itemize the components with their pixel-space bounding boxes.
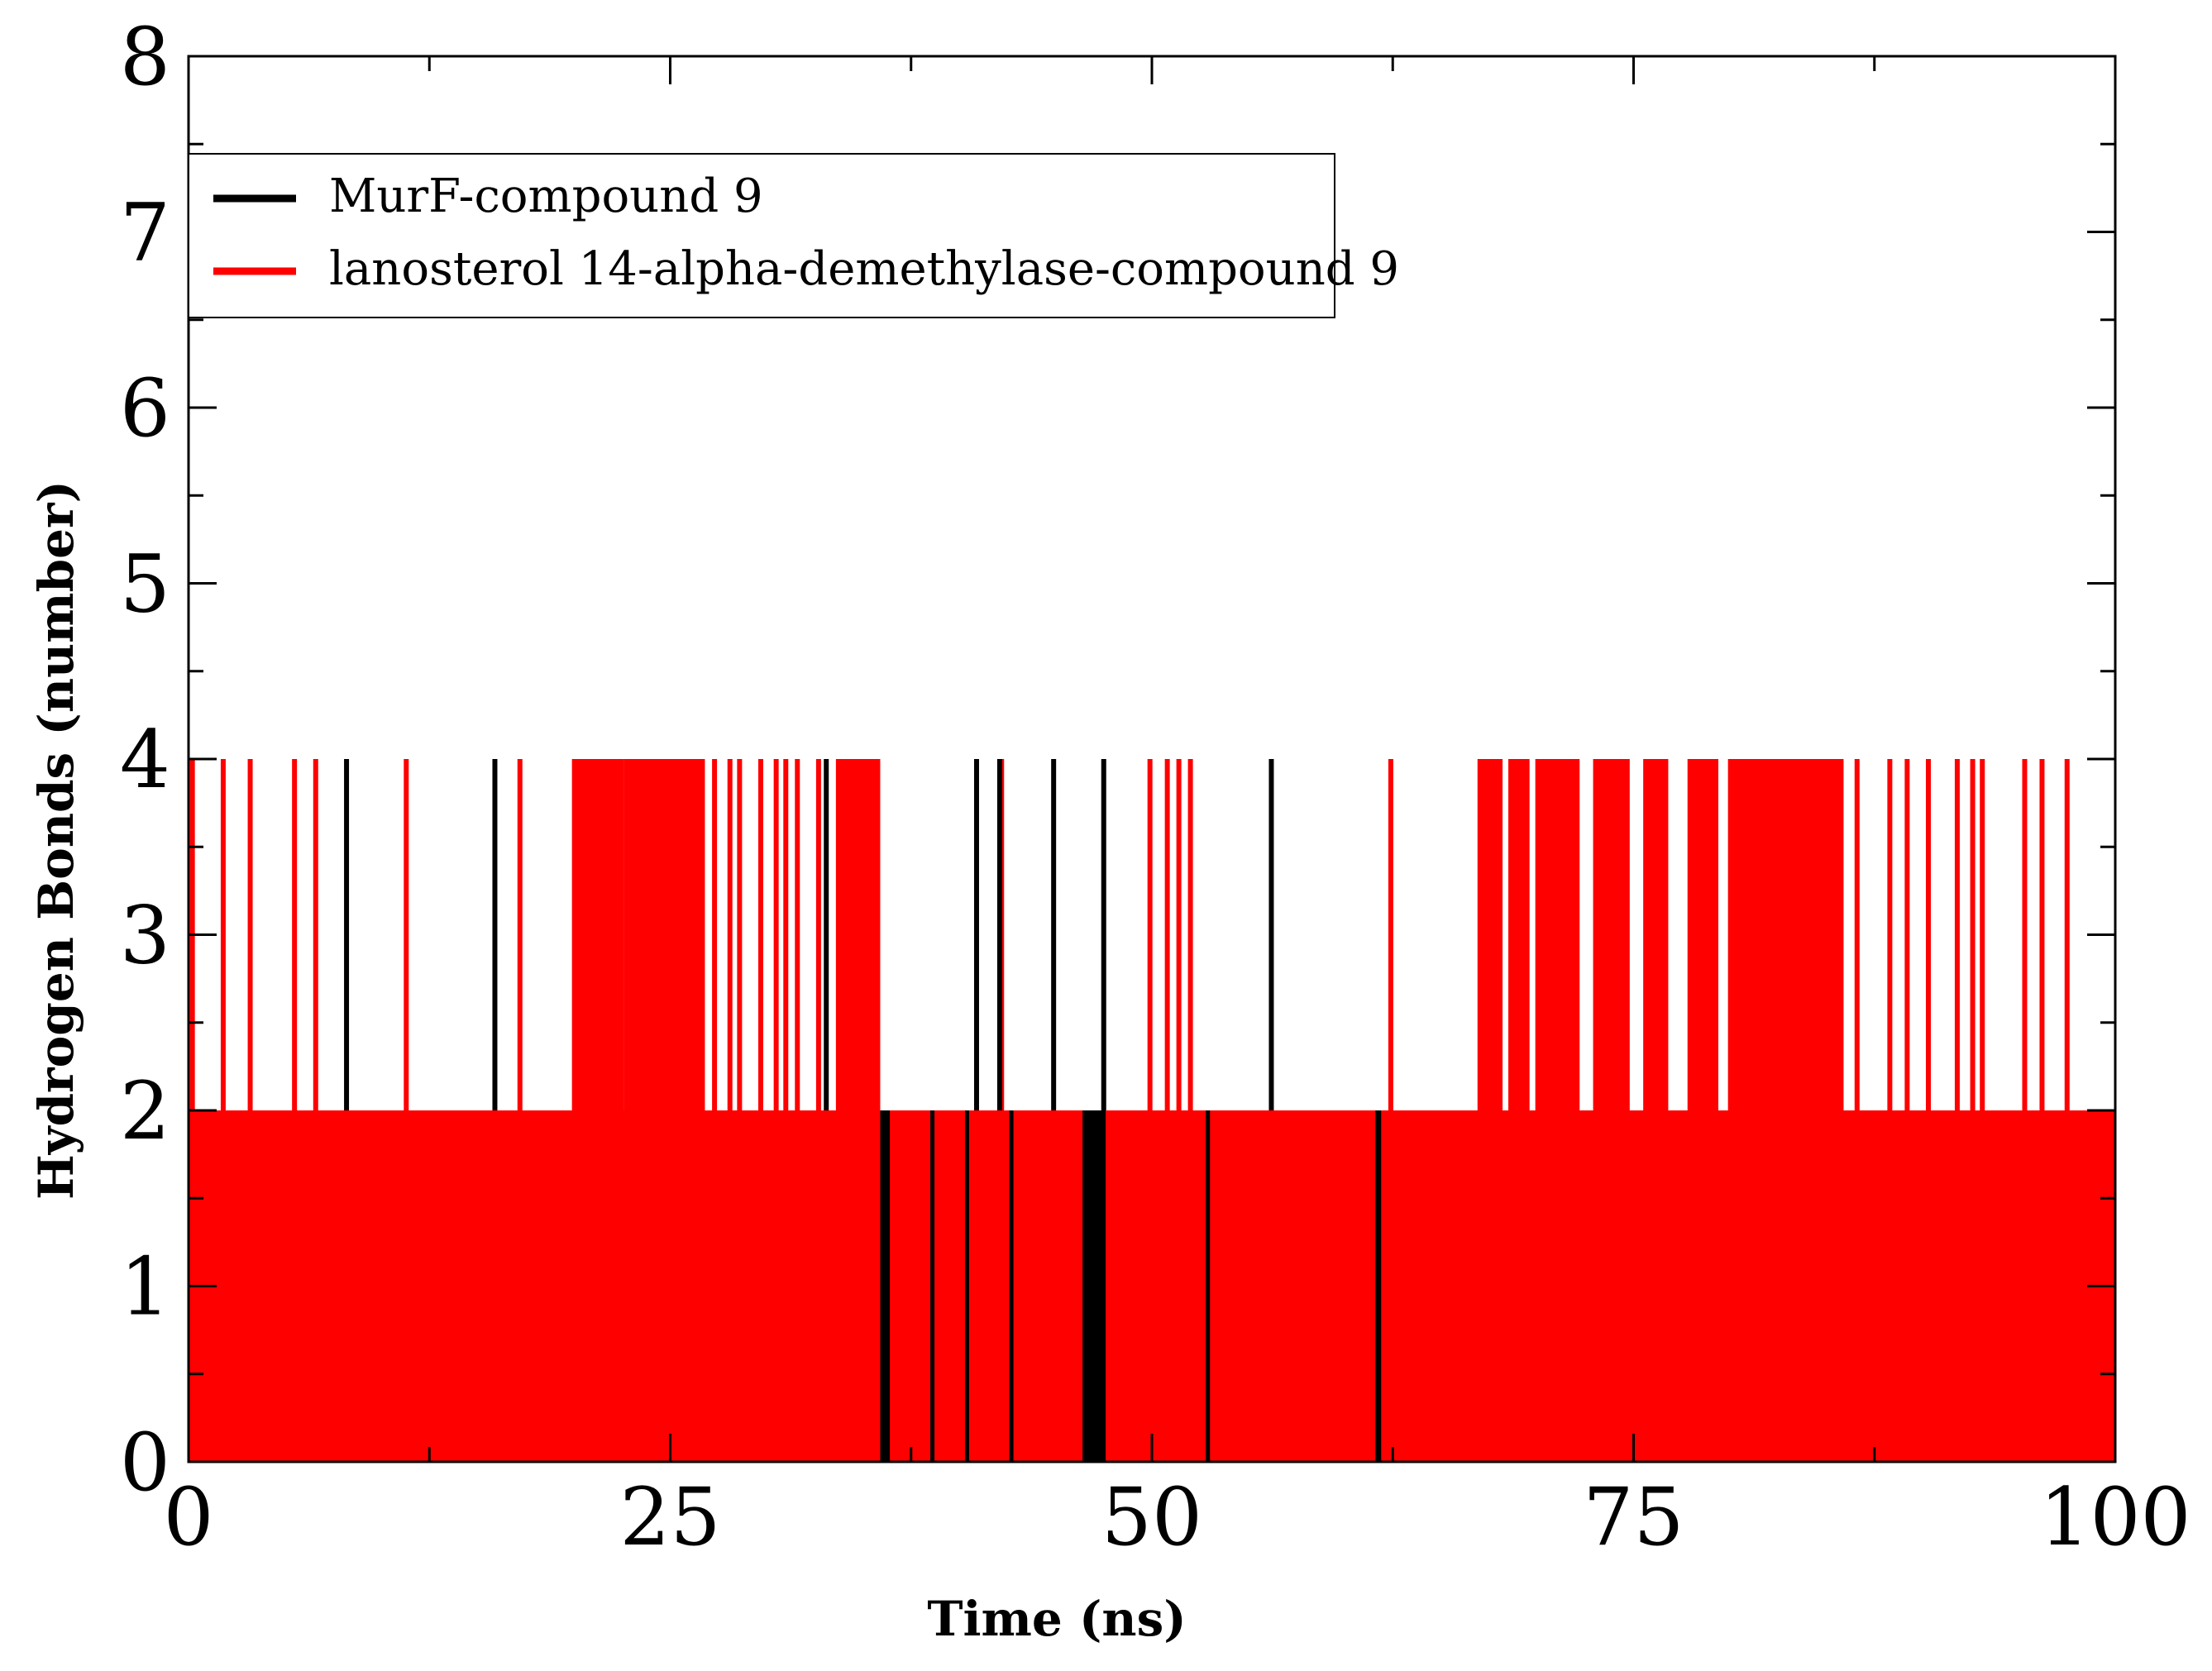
lanosterol-dense-4-segment [1593,759,1630,1110]
y-tick-label: 8 [120,11,170,103]
x-tick-label: 25 [619,1471,720,1564]
x-axis: 0 25 50 75 100 [163,56,2191,1564]
y-tick-label: 4 [120,714,170,806]
lanosterol-dense-4-segment [571,759,624,1110]
x-tick-label: 50 [1101,1471,1202,1564]
lanosterol-dense-4-segment [835,759,881,1110]
murf-dense-segment [1375,1110,1382,1462]
murf-dense-segment [930,1110,935,1462]
y-axis-title: Hydrogen Bonds (number) [28,480,84,1200]
legend: MurF-compound 9 lanosterol 14-alpha-deme… [188,153,1399,318]
murf-dense-segment [1206,1110,1211,1462]
legend-box [188,153,1335,318]
y-tick-label: 2 [120,1065,170,1158]
y-tick-label: 3 [120,890,170,982]
lanosterol-dense-4-segment [1687,759,1719,1110]
x-tick-label: 100 [2039,1471,2191,1564]
legend-label-lanosterol: lanosterol 14-alpha-demethylase-compound… [329,242,1399,296]
x-tick-label: 0 [163,1471,213,1564]
murf-dense-segment [1082,1110,1106,1462]
lanosterol-baseline-band [189,1110,2115,1462]
y-tick-label: 1 [120,1241,170,1334]
y-tick-label: 5 [120,538,170,631]
murf-dense-segment [1009,1110,1014,1462]
x-axis-title: Time (ns) [927,1591,1186,1647]
series-lanosterol [189,759,2115,1462]
series-murf [344,759,1382,1462]
x-tick-label: 75 [1583,1471,1684,1564]
murf-dense-segment [880,1110,891,1462]
y-tick-label: 0 [120,1416,170,1509]
lanosterol-dense-4-segment [1508,759,1530,1110]
y-axis: 0 1 2 3 4 5 6 7 8 [120,11,2115,1509]
lanosterol-dense-4-segment [623,759,705,1110]
y-tick-label: 7 [120,187,170,279]
lanosterol-dense-4-segment [1477,759,1503,1110]
lanosterol-dense-4-segment [1643,759,1669,1110]
y-tick-label: 6 [120,362,170,455]
legend-label-murf: MurF-compound 9 [329,169,763,223]
lanosterol-dense-4-segment [1727,759,1844,1110]
murf-dense-segment [964,1110,969,1462]
lanosterol-dense-4-segment [1535,759,1580,1110]
